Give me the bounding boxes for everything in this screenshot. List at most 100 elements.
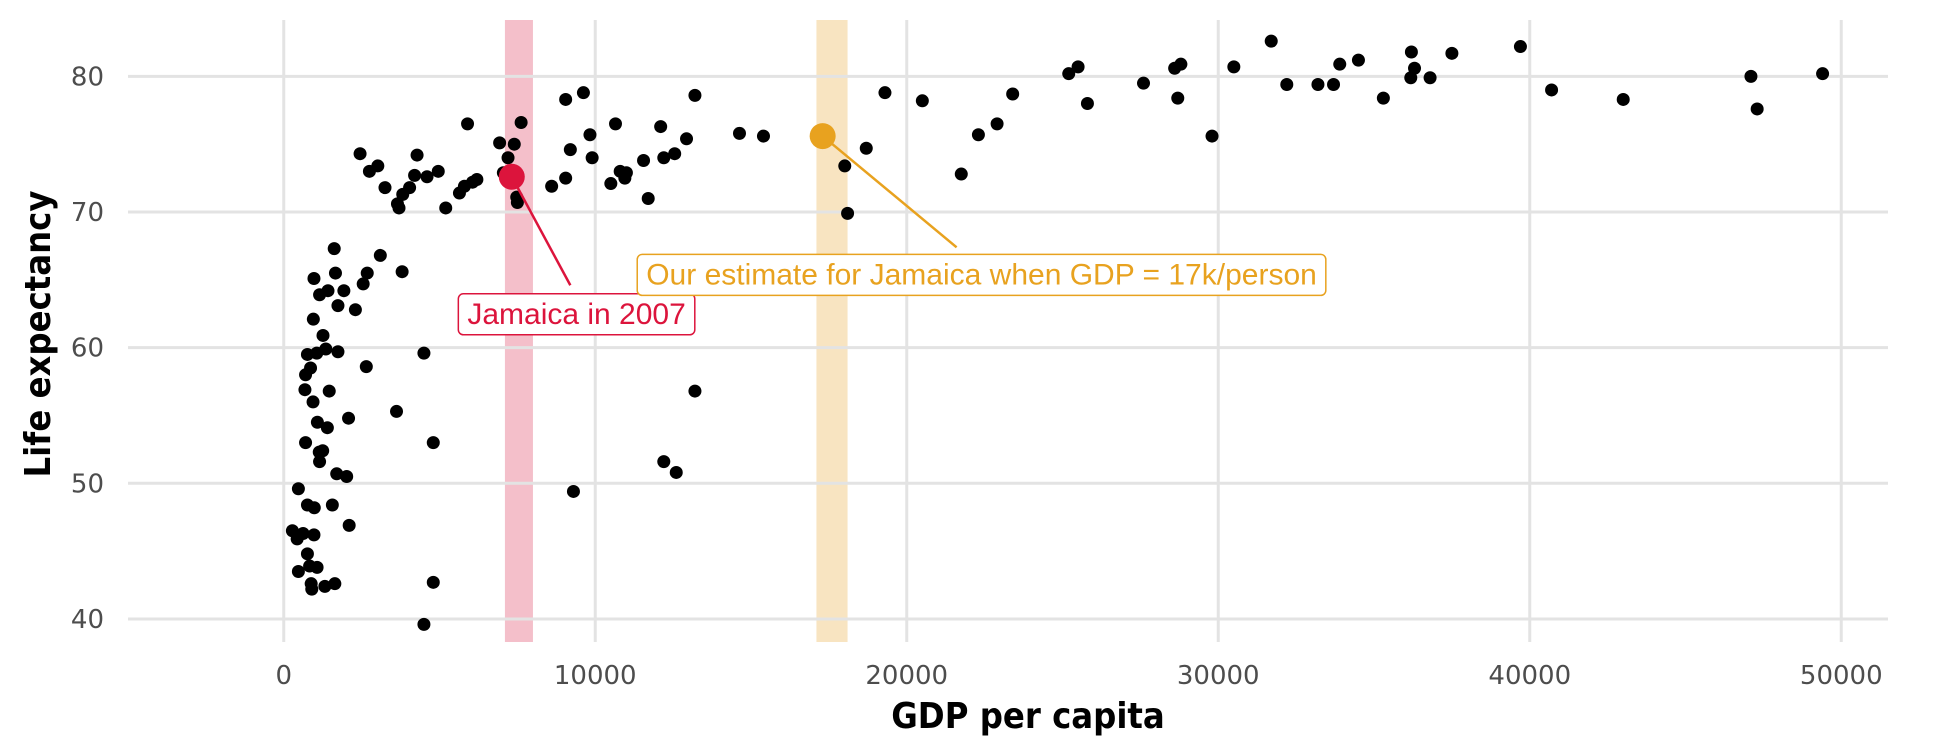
data-point bbox=[1351, 53, 1365, 67]
data-point bbox=[304, 361, 318, 375]
data-point bbox=[688, 88, 702, 102]
data-point bbox=[859, 141, 873, 155]
data-point bbox=[431, 164, 445, 178]
data-point bbox=[312, 445, 326, 459]
data-point bbox=[426, 436, 440, 450]
data-point bbox=[1376, 91, 1390, 105]
data-point bbox=[331, 299, 345, 313]
data-point bbox=[1404, 71, 1418, 85]
jamaica-2007-label-box bbox=[457, 293, 696, 336]
data-point bbox=[321, 284, 335, 298]
data-point bbox=[559, 92, 573, 106]
data-point bbox=[396, 187, 410, 201]
data-point bbox=[304, 577, 318, 591]
y-tick-label: 60 bbox=[71, 334, 104, 364]
data-point bbox=[510, 196, 524, 210]
data-point bbox=[1062, 67, 1076, 81]
data-point bbox=[306, 312, 320, 326]
jamaica-2007-label-text: Jamaica in 2007 bbox=[467, 298, 685, 331]
data-point bbox=[328, 266, 342, 280]
data-point bbox=[319, 342, 333, 356]
data-point bbox=[299, 436, 313, 450]
data-point bbox=[732, 126, 746, 140]
gridlines bbox=[128, 20, 1888, 642]
data-point bbox=[619, 166, 633, 180]
data-point bbox=[313, 455, 327, 469]
data-point bbox=[1513, 40, 1527, 54]
data-point bbox=[878, 86, 892, 100]
data-point bbox=[654, 120, 668, 134]
data-point bbox=[356, 277, 370, 291]
data-point bbox=[1545, 83, 1559, 97]
data-point bbox=[657, 151, 671, 165]
data-point bbox=[514, 116, 528, 130]
data-point bbox=[609, 117, 623, 131]
data-point bbox=[1445, 46, 1459, 60]
data-point bbox=[688, 384, 702, 398]
y-axis-title: Life expectancy bbox=[18, 191, 59, 478]
data-point bbox=[359, 360, 373, 374]
data-point bbox=[1171, 91, 1185, 105]
data-point bbox=[1264, 34, 1278, 48]
jamaica-2007-label: Jamaica in 2007 bbox=[457, 293, 696, 336]
data-point bbox=[291, 482, 305, 496]
data-point bbox=[300, 547, 314, 561]
data-point bbox=[426, 575, 440, 589]
data-point bbox=[1750, 102, 1764, 116]
data-point bbox=[378, 181, 392, 195]
data-point bbox=[439, 201, 453, 215]
data-point bbox=[1423, 71, 1437, 85]
data-point bbox=[583, 128, 597, 142]
data-point bbox=[320, 421, 334, 435]
data-point bbox=[1404, 45, 1418, 59]
data-point bbox=[342, 518, 356, 532]
data-point bbox=[841, 206, 855, 220]
data-point bbox=[1744, 69, 1758, 83]
data-point bbox=[353, 147, 367, 161]
data-point bbox=[461, 117, 475, 131]
data-point bbox=[417, 617, 431, 631]
data-point bbox=[316, 328, 330, 342]
data-point bbox=[307, 271, 321, 285]
x-axis-title: GDP per capita bbox=[891, 696, 1165, 737]
data-point bbox=[990, 117, 1004, 131]
data-point bbox=[1227, 60, 1241, 74]
data-point bbox=[637, 153, 651, 167]
data-point bbox=[340, 470, 354, 484]
data-point bbox=[310, 415, 324, 429]
data-point bbox=[371, 159, 385, 173]
data-points bbox=[285, 34, 1830, 631]
data-point bbox=[604, 177, 618, 191]
tick-labels: 0 10000 20000 30000 40000 50000 40 50 60 70 80 bbox=[71, 62, 1883, 691]
data-point bbox=[342, 411, 356, 425]
data-point bbox=[1205, 129, 1219, 143]
data-point bbox=[306, 395, 320, 409]
annotations: Jamaica in 2007 Our estimate for Jamaica … bbox=[457, 123, 1327, 336]
data-point bbox=[1006, 87, 1020, 101]
data-point bbox=[327, 242, 341, 256]
data-point bbox=[641, 191, 655, 205]
data-point bbox=[337, 284, 351, 298]
data-point bbox=[310, 560, 324, 574]
y-tick-label: 80 bbox=[71, 62, 104, 92]
x-tick-label: 0 bbox=[275, 661, 292, 691]
data-point bbox=[328, 577, 342, 591]
data-point bbox=[585, 151, 599, 165]
data-point bbox=[331, 345, 345, 359]
data-point bbox=[669, 465, 683, 479]
jamaica-2007-point bbox=[498, 163, 525, 190]
x-tick-label: 50000 bbox=[1800, 661, 1883, 691]
data-point bbox=[348, 303, 362, 317]
estimate-label-box bbox=[636, 253, 1327, 297]
estimate-label: Our estimate for Jamaica when GDP = 17k/… bbox=[636, 253, 1327, 297]
data-point bbox=[954, 167, 968, 181]
data-point bbox=[1280, 78, 1294, 92]
data-point bbox=[325, 498, 339, 512]
x-tick-label: 20000 bbox=[865, 661, 948, 691]
jamaica-2007-label-connector bbox=[510, 176, 572, 286]
data-point bbox=[971, 128, 985, 142]
data-point bbox=[410, 148, 424, 162]
data-point bbox=[559, 171, 573, 185]
data-point bbox=[1080, 97, 1094, 111]
